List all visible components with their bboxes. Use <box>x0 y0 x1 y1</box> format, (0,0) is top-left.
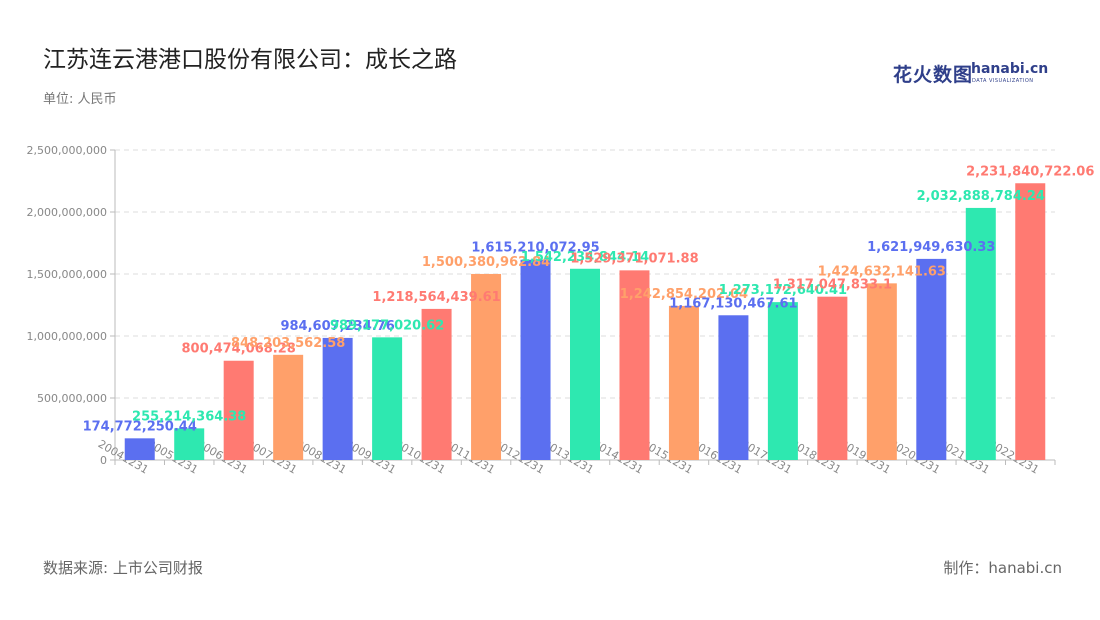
data-label: 1,242,854,202.04 <box>620 287 748 302</box>
brand-logo-sub: DATA VISUALIZATION <box>972 78 1034 84</box>
data-label: 1,218,564,439.61 <box>372 290 500 305</box>
y-tick-label: 500,000,000 <box>37 392 107 405</box>
bar <box>668 305 699 460</box>
bar <box>322 337 353 460</box>
bar <box>817 296 848 460</box>
data-label: 2,032,888,784.24 <box>917 189 1045 204</box>
bar <box>965 207 996 460</box>
bar <box>767 302 798 460</box>
data-label: 174,772,250.44 <box>83 419 197 434</box>
bar <box>718 315 749 460</box>
brand-logo-cn: 花火数图 <box>893 64 974 86</box>
data-label: 255,214,364.38 <box>132 409 246 424</box>
brand-logo-en: hanabi.cn <box>971 61 1049 77</box>
bar <box>273 354 304 460</box>
data-label: 1,529,371,071.88 <box>570 251 698 266</box>
data-label: 848,203,562.58 <box>231 336 345 351</box>
y-tick-label: 0 <box>100 454 107 467</box>
bar <box>124 438 155 460</box>
y-tick-label: 2,000,000,000 <box>27 206 107 219</box>
bar <box>866 283 897 460</box>
y-tick-label: 2,500,000,000 <box>27 144 107 157</box>
y-tick-label: 1,500,000,000 <box>27 268 107 281</box>
bar <box>570 268 600 460</box>
maker-credit: 制作：hanabi.cn <box>943 559 1062 577</box>
unit-label: 单位: 人民币 <box>43 92 117 107</box>
bar <box>1015 183 1046 460</box>
data-label: 2,231,840,722.06 <box>966 164 1094 179</box>
data-label: 1,167,130,467.61 <box>669 296 797 311</box>
data-label: 1,424,632,141.63 <box>818 264 946 279</box>
data-label: 800,474,068.28 <box>182 342 296 357</box>
data-label: 1,273,172,640.41 <box>719 283 847 298</box>
data-label: 1,621,949,630.33 <box>867 240 995 255</box>
bar <box>471 273 502 460</box>
bar <box>421 308 452 460</box>
bar <box>619 270 650 460</box>
brand-logo: 花火数图 hanabi.cn DATA VISUALIZATION <box>893 60 1048 88</box>
data-label: 1,317,047,833.1 <box>773 278 892 293</box>
chart-title: 江苏连云港港口股份有限公司：成长之路 <box>43 47 457 73</box>
data-label: 1,615,210,072.95 <box>471 241 599 256</box>
bar <box>174 428 205 460</box>
bar <box>520 259 551 460</box>
data-label: 984,607,234.76 <box>280 319 394 334</box>
bar <box>223 360 254 460</box>
data-source: 数据来源: 上市公司财报 <box>43 559 203 577</box>
y-tick-label: 1,000,000,000 <box>27 330 107 343</box>
bar <box>372 337 403 460</box>
bar <box>916 258 947 460</box>
bars <box>124 183 1046 460</box>
data-label: 1,500,380,962.84 <box>422 255 550 270</box>
data-label: 1,542,234,844.14 <box>521 250 649 265</box>
data-label: 989,177,020.62 <box>330 318 444 333</box>
